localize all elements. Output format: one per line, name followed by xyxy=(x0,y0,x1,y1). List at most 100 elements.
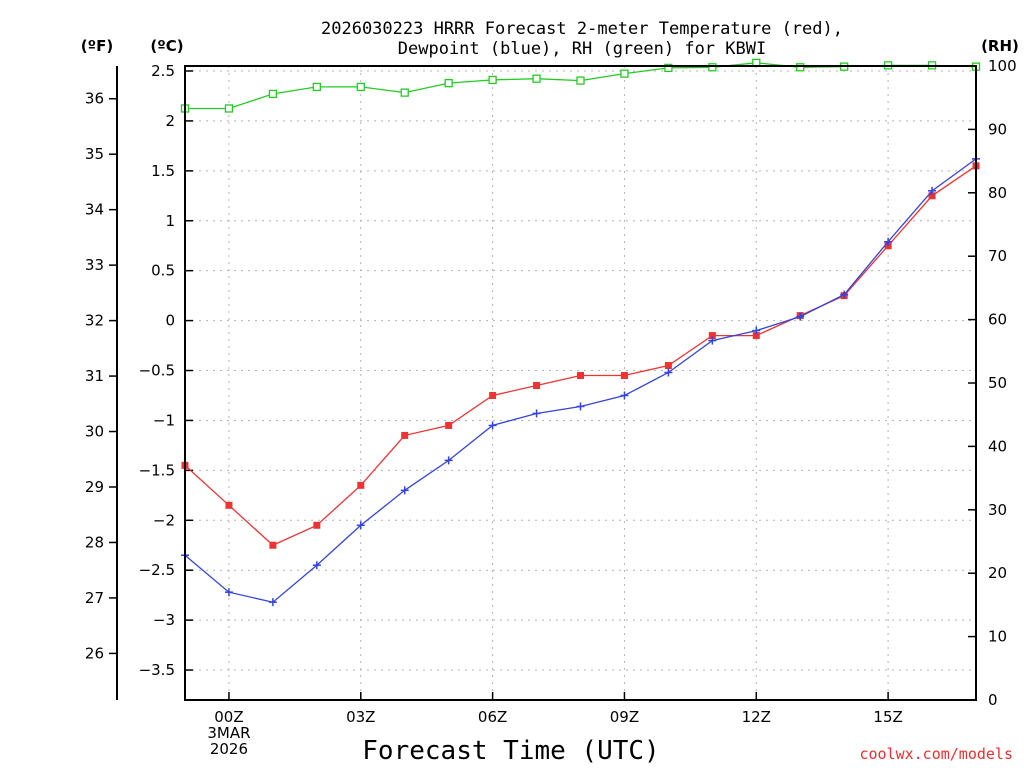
dewpoint-point xyxy=(268,598,277,607)
celsius-tick-label: −2.5 xyxy=(139,561,175,579)
time-tick-label: 09Z xyxy=(610,708,639,726)
time-tick-label: 03Z xyxy=(346,708,375,726)
dewpoint-point xyxy=(752,326,761,335)
dewpoint-point xyxy=(884,237,893,246)
rh-tick-label: 70 xyxy=(988,247,1007,265)
rh-tick-label: 10 xyxy=(988,628,1007,646)
celsius-tick-label: −2 xyxy=(153,511,175,529)
dewpoint-point xyxy=(796,312,805,321)
dewpoint-point xyxy=(356,521,365,530)
temperature-point xyxy=(620,372,628,380)
dewpoint-point xyxy=(928,186,937,195)
dewpoint-point xyxy=(576,402,585,411)
rh-point xyxy=(224,104,234,113)
dewpoint-point xyxy=(224,588,233,597)
x-axis-title: Forecast Time (UTC) xyxy=(362,736,659,766)
celsius-tick-label: 2.5 xyxy=(151,62,175,80)
grid-lines xyxy=(185,66,976,700)
rh-point xyxy=(356,82,365,92)
dewpoint-point xyxy=(620,391,629,400)
chart-title-line-2: Dewpoint (blue), RH (green) for KBWI xyxy=(398,39,766,59)
rh-point xyxy=(708,63,717,72)
axis-tick-labels: 2.5 2 1.5 1 0.5 0 −0.5 −1 −1.5 −2 −2.5 −3 −3.5 36 35 34… xyxy=(85,57,1017,758)
temperature-series-line xyxy=(184,165,977,546)
celsius-tick-label: −1 xyxy=(153,411,175,429)
temperature-point xyxy=(928,192,936,200)
dewpoint-point xyxy=(664,368,673,377)
rh-series-line xyxy=(185,62,977,110)
rh-unit-label: (RH) xyxy=(981,37,1019,55)
celsius-tick-label: 1 xyxy=(165,212,175,230)
temperature-point xyxy=(357,481,365,489)
celsius-tick-label: 0 xyxy=(165,312,175,330)
dewpoint-point xyxy=(708,336,717,345)
rh-point xyxy=(796,63,805,72)
rh-point xyxy=(268,89,278,99)
rh-tick-label: 100 xyxy=(988,57,1017,75)
rh-tick-label: 60 xyxy=(988,311,1007,329)
fahrenheit-tick-label: 36 xyxy=(85,90,104,108)
fahrenheit-tick-label: 27 xyxy=(85,589,104,607)
dewpoint-point xyxy=(312,561,321,570)
celsius-tick-label: −3 xyxy=(153,611,175,629)
time-tick-label: 2026 xyxy=(210,740,248,758)
rh-tick-label: 0 xyxy=(988,691,998,709)
celsius-tick-label: −0.5 xyxy=(139,362,175,380)
dewpoint-point xyxy=(488,421,497,430)
temperature-point xyxy=(752,332,760,340)
celsius-tick-label: 0.5 xyxy=(151,262,175,280)
rh-tick-label: 90 xyxy=(988,120,1007,138)
fahrenheit-tick-label: 31 xyxy=(85,367,104,385)
celsius-unit-label: (ºC) xyxy=(150,37,183,55)
fahrenheit-tick-label: 33 xyxy=(85,256,104,274)
temperature-point xyxy=(225,501,233,509)
dewpoint-point xyxy=(400,486,409,495)
plot-frame xyxy=(184,65,977,701)
rh-point xyxy=(488,75,497,85)
fahrenheit-tick-label: 30 xyxy=(85,423,104,441)
rh-point xyxy=(620,69,629,78)
rh-tick-label: 40 xyxy=(988,437,1007,455)
rh-point xyxy=(576,76,585,85)
rh-tick-label: 20 xyxy=(988,564,1007,582)
time-tick-label: 06Z xyxy=(478,708,507,726)
credit-label: coolwx.com/models xyxy=(859,745,1013,763)
fahrenheit-tick-label: 29 xyxy=(85,478,104,496)
temperature-point xyxy=(664,362,672,370)
rh-point xyxy=(400,88,409,97)
time-tick-label: 00Z xyxy=(214,708,243,726)
rh-point xyxy=(444,78,453,88)
temperature-point xyxy=(313,521,321,529)
fahrenheit-tick-label: 34 xyxy=(85,201,104,219)
celsius-tick-label: −1.5 xyxy=(139,461,175,479)
celsius-tick-label: 1.5 xyxy=(151,162,175,180)
rh-tick-label: 80 xyxy=(988,184,1007,202)
dewpoint-point xyxy=(444,456,453,465)
temperature-point xyxy=(708,332,716,340)
fahrenheit-unit-label: (ºF) xyxy=(81,37,113,55)
rh-tick-label: 30 xyxy=(988,501,1007,519)
temperature-point xyxy=(533,381,541,389)
rh-point xyxy=(664,63,673,73)
temperature-point xyxy=(577,372,584,380)
temperature-point xyxy=(401,431,409,439)
time-tick-label: 15Z xyxy=(873,708,902,726)
dewpoint-point xyxy=(532,409,541,418)
celsius-tick-label: 2 xyxy=(165,112,175,130)
temperature-point xyxy=(269,541,277,549)
temperature-point xyxy=(489,391,497,399)
time-tick-label: 3MAR xyxy=(207,724,250,742)
chart-title-line-1: 2026030223 HRRR Forecast 2-meter Tempera… xyxy=(321,19,843,39)
dewpoint-point xyxy=(840,290,849,299)
fahrenheit-tick-label: 35 xyxy=(85,145,104,163)
celsius-tick-label: −3.5 xyxy=(139,661,175,679)
data-series xyxy=(180,58,981,607)
temperature-point xyxy=(445,421,453,429)
fahrenheit-tick-label: 28 xyxy=(85,533,104,551)
dewpoint-series-line xyxy=(184,158,977,603)
fahrenheit-tick-label: 26 xyxy=(85,644,104,662)
rh-tick-label: 50 xyxy=(988,374,1007,392)
time-tick-label: 12Z xyxy=(742,708,771,726)
rh-point xyxy=(532,74,541,83)
